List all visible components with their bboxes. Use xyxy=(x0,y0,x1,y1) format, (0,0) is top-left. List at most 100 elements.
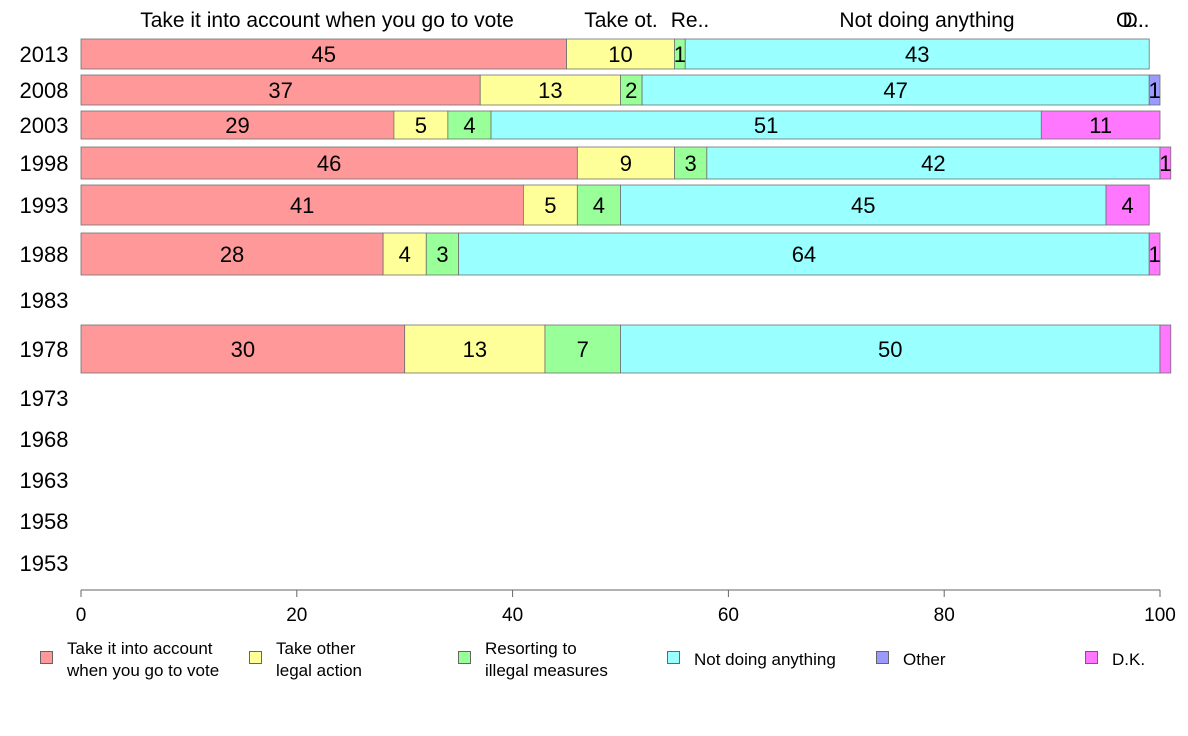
bar-segment xyxy=(80,146,578,180)
header-label: O.. xyxy=(1116,9,1144,32)
bar-value-label: 5 xyxy=(415,113,427,138)
bar-value-label: 2 xyxy=(625,78,637,103)
bar-value-label: 4 xyxy=(593,193,605,218)
bar-value-label: 42 xyxy=(921,151,945,176)
bar-segment xyxy=(522,184,578,226)
bar-segment xyxy=(80,110,395,140)
legend-label-legal-action: Take other legal action xyxy=(276,639,363,680)
bar-segment xyxy=(80,74,481,106)
x-tick-label: 0 xyxy=(76,605,87,626)
bar-segment xyxy=(1159,324,1172,374)
bar-segment xyxy=(620,184,1107,226)
bar-segment xyxy=(641,74,1150,106)
bar-value-label: 1 xyxy=(1159,151,1171,176)
header-label: Not doing anything xyxy=(839,9,1014,32)
bar-segment xyxy=(620,324,1161,374)
x-tick-label: 60 xyxy=(718,605,739,626)
bar-value-label: 1 xyxy=(1148,242,1160,267)
bar-value-label: 47 xyxy=(883,78,907,103)
bar-value-label: 3 xyxy=(685,151,697,176)
bar-value-label: 10 xyxy=(608,42,632,67)
bar-value-label: 29 xyxy=(225,113,249,138)
bar-value-label: 11 xyxy=(1089,113,1112,138)
x-tick-label: 40 xyxy=(502,605,523,626)
bar-value-label: 1 xyxy=(1148,78,1160,103)
category-label: 2013 xyxy=(20,42,69,67)
bar-value-label: 51 xyxy=(754,113,778,138)
bar-value-label: 30 xyxy=(231,337,255,362)
bar-segment xyxy=(80,232,384,276)
bar-value-label: 5 xyxy=(544,193,556,218)
legend-swatch-nothing xyxy=(667,651,680,664)
legend-swatch-other xyxy=(876,651,889,664)
bar-segment xyxy=(684,38,1150,70)
bar-value-label: 3 xyxy=(436,242,448,267)
category-label: 1983 xyxy=(20,288,69,313)
legend-label-vote: Take it into account when you go to vote xyxy=(67,639,220,680)
header-label: D.. xyxy=(1123,9,1150,32)
header-label: Re.. xyxy=(671,9,710,32)
legend-label-dk: D.K. xyxy=(1112,650,1146,669)
bar-segment xyxy=(479,74,621,106)
legend-item-legal-action: Take other legal action xyxy=(249,638,362,682)
bar-value-label: 13 xyxy=(538,78,562,103)
bar-value-label: 41 xyxy=(290,193,314,218)
bar-segment xyxy=(1040,110,1161,140)
bar-value-label: 46 xyxy=(317,151,341,176)
category-label: 1973 xyxy=(20,386,69,411)
bar-segment xyxy=(80,324,406,374)
category-label: 1988 xyxy=(20,242,69,267)
bar-segment xyxy=(1105,184,1150,226)
bar-value-label: 28 xyxy=(220,242,244,267)
bar-value-label: 4 xyxy=(1122,193,1134,218)
stacked-bar-chart: Take it into account when you go to vote… xyxy=(20,9,1176,626)
category-label: 1953 xyxy=(20,551,69,576)
category-label: 1963 xyxy=(20,468,69,493)
bar-segment xyxy=(576,146,675,180)
x-tick-label: 100 xyxy=(1144,605,1176,626)
legend-swatch-illegal-measures xyxy=(458,651,471,664)
legend-item-other: Other xyxy=(876,638,946,671)
x-tick-label: 20 xyxy=(286,605,307,626)
bar-value-label: 13 xyxy=(463,337,487,362)
category-label: 1978 xyxy=(20,337,69,362)
bar-segment xyxy=(576,184,621,226)
legend: Take it into account when you go to vote… xyxy=(0,638,1188,698)
bar-value-label: 45 xyxy=(312,42,336,67)
legend-swatch-legal-action xyxy=(249,651,262,664)
bar-segment xyxy=(80,184,524,226)
bar-segment xyxy=(674,146,708,180)
category-label: 2003 xyxy=(20,113,69,138)
category-label: 1958 xyxy=(20,509,69,534)
bar-value-label: 37 xyxy=(268,78,292,103)
bar-segment xyxy=(458,232,1150,276)
bar-value-label: 4 xyxy=(463,113,475,138)
legend-item-nothing: Not doing anything xyxy=(667,638,836,671)
category-label: 1993 xyxy=(20,193,69,218)
bar-value-label: 50 xyxy=(878,337,902,362)
bar-segment xyxy=(393,110,449,140)
legend-label-other: Other xyxy=(903,650,946,669)
bar-segment xyxy=(447,110,492,140)
bar-segment xyxy=(1148,232,1161,276)
bar-value-label: 45 xyxy=(851,193,875,218)
category-label: 1998 xyxy=(20,151,69,176)
bar-segment xyxy=(566,38,675,70)
header-label: Take ot. xyxy=(584,9,658,32)
category-label: 2008 xyxy=(20,78,69,103)
header-label: Take it into account when you go to vote xyxy=(140,9,514,32)
legend-label-illegal-measures: Resorting to illegal measures xyxy=(485,639,608,680)
legend-swatch-vote xyxy=(40,651,53,664)
bar-value-label: 9 xyxy=(620,151,632,176)
bar-segment xyxy=(1159,146,1172,180)
legend-swatch-dk xyxy=(1085,651,1098,664)
bar-value-label: 64 xyxy=(792,242,816,267)
category-label: 1968 xyxy=(20,427,69,452)
bar-segment xyxy=(382,232,427,276)
bar-value-label: 4 xyxy=(399,242,411,267)
bar-segment xyxy=(706,146,1161,180)
legend-label-nothing: Not doing anything xyxy=(694,650,836,669)
legend-item-dk: D.K. xyxy=(1085,638,1145,671)
legend-item-illegal-measures: Resorting to illegal measures xyxy=(458,638,608,682)
bar-segment xyxy=(1148,74,1161,106)
